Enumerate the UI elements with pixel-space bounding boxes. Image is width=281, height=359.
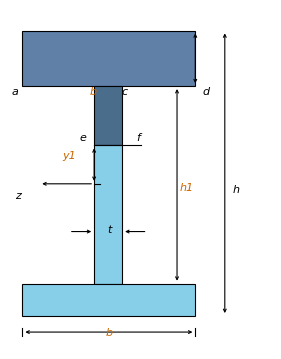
Text: d: d [203,87,210,97]
Text: y1: y1 [62,151,76,161]
Text: z: z [15,191,21,201]
Text: e: e [80,133,86,143]
Text: b: b [89,87,96,97]
Text: t: t [107,225,111,235]
Text: b: b [106,328,113,338]
Bar [94,145,122,284]
Bar [22,284,195,316]
Bar [22,31,195,86]
Text: h1: h1 [180,183,194,194]
Text: c: c [122,87,128,97]
Text: f: f [136,133,140,143]
Text: h: h [233,185,239,195]
Bar [94,86,122,145]
Text: a: a [12,87,19,97]
